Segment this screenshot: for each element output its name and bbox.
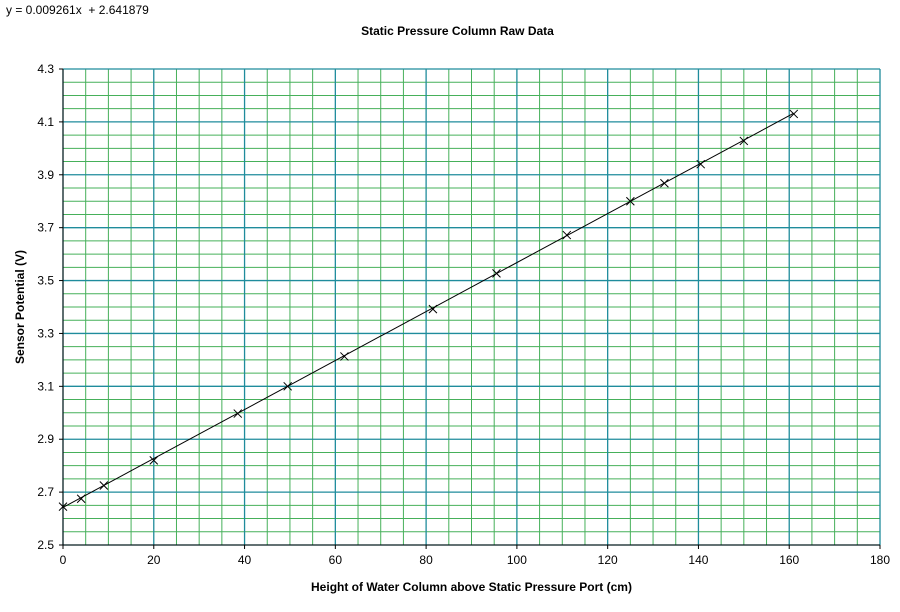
- axes: [59, 68, 881, 549]
- data-point: [660, 178, 669, 188]
- data-point: [340, 352, 349, 361]
- data-point: [149, 456, 159, 465]
- chart-title: Static Pressure Column Raw Data: [361, 24, 554, 38]
- data-point: [76, 494, 86, 504]
- marker-stroke: [562, 230, 572, 240]
- x-axis-title: Height of Water Column above Static Pres…: [311, 580, 632, 594]
- data-point: [739, 136, 749, 146]
- marker-stroke: [58, 502, 68, 512]
- marker-stroke: [233, 409, 243, 418]
- marker-stroke: [696, 159, 706, 169]
- x-tick-label: 40: [238, 553, 252, 567]
- x-tick-label: 120: [598, 553, 618, 567]
- x-tick-label: 60: [329, 553, 343, 567]
- y-tick-label: 3.5: [37, 274, 54, 288]
- data-point: [696, 159, 706, 169]
- grid: [62, 68, 881, 546]
- marker-stroke: [739, 136, 749, 146]
- y-tick-label: 3.7: [37, 221, 54, 235]
- x-tick-label: 0: [60, 553, 67, 567]
- x-tick-label: 20: [147, 553, 161, 567]
- data-point: [428, 304, 438, 314]
- y-tick-label: 4.1: [37, 115, 54, 129]
- data-point: [233, 409, 243, 418]
- x-tick-label: 140: [688, 553, 708, 567]
- marker-stroke: [149, 456, 159, 465]
- marker-stroke: [660, 178, 669, 188]
- y-tick-label: 2.7: [37, 485, 54, 499]
- data-point: [562, 230, 572, 240]
- marker-stroke: [626, 196, 635, 206]
- data-point: [99, 481, 109, 490]
- data-point: [789, 109, 799, 119]
- data-point: [492, 269, 501, 278]
- data-point: [626, 196, 635, 206]
- x-tick-label: 160: [779, 553, 799, 567]
- x-tick-label: 80: [419, 553, 433, 567]
- marker-stroke: [99, 481, 109, 490]
- y-tick-label: 2.9: [37, 432, 54, 446]
- x-tick-label: 180: [870, 553, 890, 567]
- y-tick-label: 2.5: [37, 538, 54, 552]
- x-tick-label: 100: [507, 553, 527, 567]
- marker-stroke: [283, 381, 293, 391]
- marker-stroke: [340, 352, 349, 361]
- marker-stroke: [428, 304, 438, 314]
- data-point: [58, 502, 68, 512]
- x-tick-labels: 0 20 40 60 80 100 120 140 160 180: [60, 553, 891, 567]
- trendline-equation: y = 0.009261x + 2.641879: [6, 3, 149, 17]
- marker-stroke: [789, 109, 799, 119]
- y-tick-label: 4.3: [37, 62, 54, 76]
- trendline-line: [62, 112, 794, 508]
- y-axis-title: Sensor Potential (V): [13, 250, 27, 364]
- data-point: [283, 381, 293, 391]
- y-tick-label: 3.3: [37, 326, 54, 340]
- data-markers: [58, 109, 799, 512]
- y-tick-label: 3.9: [37, 168, 54, 182]
- y-tick-labels: 2.5 2.7 2.9 3.1 3.3 3.5 3.7 3.9 4.1 4.3: [37, 62, 54, 552]
- trendline: [62, 112, 794, 508]
- marker-stroke: [492, 269, 501, 278]
- y-tick-label: 3.1: [37, 379, 54, 393]
- marker-stroke: [76, 494, 86, 504]
